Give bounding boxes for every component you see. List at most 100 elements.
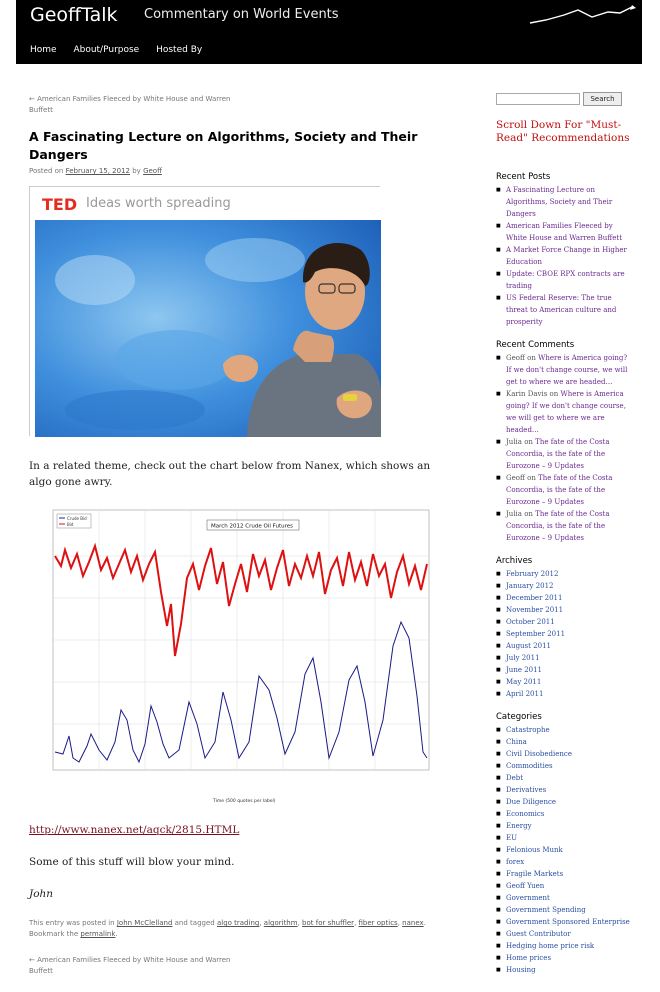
category-item-link[interactable]: Catastrophe: [506, 726, 550, 734]
tag-link[interactable]: algo trading: [216, 919, 260, 927]
comment-author[interactable]: Julia: [506, 438, 522, 446]
category-item-link[interactable]: Home prices: [506, 954, 552, 962]
category-item-link[interactable]: forex: [506, 858, 525, 866]
recent-post-item-link[interactable]: A Fascinating Lecture on Algorithms, Soc…: [506, 186, 613, 218]
nav-hosted-by[interactable]: Hosted By: [156, 45, 203, 55]
search-input[interactable]: [496, 93, 580, 105]
tag-link[interactable]: fiber optics: [358, 919, 398, 927]
site-title[interactable]: GeoffTalk: [30, 4, 118, 26]
recent-posts-title: Recent Posts: [496, 172, 551, 182]
category-item: Due Diligence: [496, 796, 630, 808]
category-item: Housing: [496, 964, 630, 976]
previous-post-link-bottom[interactable]: ← American Families Fleeced by White Hou…: [29, 956, 231, 975]
archive-item-link[interactable]: July 2011: [506, 654, 540, 662]
recent-comment-item: Julia on The fate of the Costa Concordia…: [496, 436, 630, 472]
archive-item-link[interactable]: February 2012: [506, 570, 559, 578]
comment-author[interactable]: Karin Davis: [506, 390, 548, 398]
category-item-link[interactable]: Debt: [506, 774, 524, 782]
nanex-link[interactable]: http://www.nanex.net/aqck/2815.HTML: [29, 824, 240, 836]
meta-prefix: Posted on: [29, 167, 64, 175]
speaker-photo: [35, 220, 381, 437]
category-item: Hedging home price risk: [496, 940, 630, 952]
site-description: Commentary on World Events: [144, 7, 339, 22]
utility-category-link[interactable]: John McClelland: [116, 919, 173, 927]
comment-post-link[interactable]: The fate of the Costa Concordia, is the …: [506, 510, 610, 542]
entry-utility: This entry was posted in John McClelland…: [29, 919, 426, 938]
nav-home[interactable]: Home: [30, 45, 57, 55]
main-nav: Home About/Purpose Hosted By: [30, 45, 216, 55]
category-item-link[interactable]: Hedging home price risk: [506, 942, 595, 950]
recent-post-item: US Federal Reserve: The true threat to A…: [496, 292, 630, 328]
category-item-link[interactable]: Housing: [506, 966, 536, 974]
archive-item-link[interactable]: December 2011: [506, 594, 563, 602]
archive-item-link[interactable]: September 2011: [506, 630, 566, 638]
category-item-link[interactable]: Government Sponsored Enterprise: [506, 918, 630, 926]
recent-post-item-link[interactable]: US Federal Reserve: The true threat to A…: [506, 294, 617, 326]
comment-author[interactable]: Geoff: [506, 354, 525, 362]
post-title[interactable]: A Fascinating Lecture on Algorithms, Soc…: [29, 129, 418, 162]
category-item-link[interactable]: Fragile Markets: [506, 870, 564, 878]
tag-link[interactable]: nanex: [402, 919, 424, 927]
comment-author[interactable]: Geoff: [506, 474, 525, 482]
category-item: Economics: [496, 808, 630, 820]
comment-on: on: [527, 474, 536, 482]
archive-item: April 2011: [496, 688, 630, 700]
archive-item-link[interactable]: October 2011: [506, 618, 555, 626]
recent-post-item: American Families Fleeced by White House…: [496, 220, 630, 244]
recent-post-item: A Fascinating Lecture on Algorithms, Soc…: [496, 184, 630, 220]
recent-post-item-link[interactable]: American Families Fleeced by White House…: [506, 222, 623, 242]
utility-prefix: This entry was posted in: [29, 919, 115, 927]
recent-posts-list: A Fascinating Lecture on Algorithms, Soc…: [496, 184, 630, 328]
archive-item-link[interactable]: August 2011: [506, 642, 551, 650]
archive-item-link[interactable]: November 2011: [506, 606, 564, 614]
category-item-link[interactable]: Due Diligence: [506, 798, 557, 806]
previous-post-link[interactable]: ← American Families Fleeced by White Hou…: [29, 95, 231, 114]
category-item: Fragile Markets: [496, 868, 630, 880]
comment-on: on: [524, 438, 533, 446]
category-item-link[interactable]: Guest Contributor: [506, 930, 571, 938]
archive-item-link[interactable]: May 2011: [506, 678, 542, 686]
archive-item-link[interactable]: June 2011: [506, 666, 543, 674]
category-item: Geoff Yuen: [496, 880, 630, 892]
category-item-link[interactable]: Geoff Yuen: [506, 882, 545, 890]
category-item-link[interactable]: Energy: [506, 822, 532, 830]
post-author-link[interactable]: Geoff: [143, 167, 162, 175]
search-button[interactable]: Search: [583, 92, 622, 106]
category-item-link[interactable]: Civil Disobedience: [506, 750, 572, 758]
chart-legend-1: Crude Bid: [67, 516, 87, 521]
category-item: Derivatives: [496, 784, 630, 796]
category-item-link[interactable]: Economics: [506, 810, 545, 818]
archive-item-link[interactable]: January 2012: [506, 582, 554, 590]
category-item: Guest Contributor: [496, 928, 630, 940]
comment-post-link[interactable]: Where is America going? If we don't chan…: [506, 354, 628, 386]
recent-post-item-link[interactable]: A Market Force Change in Higher Educatio…: [506, 246, 627, 266]
recent-post-item-link[interactable]: Update: CBOE RPX contracts are trading: [506, 270, 625, 290]
archive-item: November 2011: [496, 604, 630, 616]
category-item-link[interactable]: Government: [506, 894, 550, 902]
comment-post-link[interactable]: Where is America going? If we don't chan…: [506, 390, 626, 434]
category-item-link[interactable]: EU: [506, 834, 518, 842]
recent-comment-item: Geoff on The fate of the Costa Concordia…: [496, 472, 630, 508]
comment-post-link[interactable]: The fate of the Costa Concordia, is the …: [506, 474, 613, 506]
archive-item-link[interactable]: April 2011: [506, 690, 544, 698]
archive-item: July 2011: [496, 652, 630, 664]
category-item-link[interactable]: Derivatives: [506, 786, 547, 794]
post-date-link[interactable]: February 15, 2012: [65, 167, 130, 175]
category-item-link[interactable]: Felonious Munk: [506, 846, 563, 854]
post-paragraph: In a related theme, check out the chart …: [29, 460, 431, 488]
comment-post-link[interactable]: The fate of the Costa Concordia, is the …: [506, 438, 610, 470]
archive-item: September 2011: [496, 628, 630, 640]
comment-author[interactable]: Julia: [506, 510, 522, 518]
nanex-chart-image: Crude Bid Bid March 2012 Crude Oil Futur…: [29, 506, 457, 808]
nav-about-purpose[interactable]: About/Purpose: [73, 45, 140, 55]
permalink-link[interactable]: permalink: [80, 930, 116, 938]
category-item: Commodities: [496, 760, 630, 772]
category-item-link[interactable]: Commodities: [506, 762, 553, 770]
chart-xlabel: Time (500 quotes per label): [212, 798, 276, 804]
tag-link[interactable]: bot for shuffler: [302, 919, 355, 927]
category-item-link[interactable]: China: [506, 738, 527, 746]
recent-post-item: Update: CBOE RPX contracts are trading: [496, 268, 630, 292]
tag-link[interactable]: algorithm: [263, 919, 298, 927]
category-item-link[interactable]: Government Spending: [506, 906, 586, 914]
ted-video-embed[interactable]: TED Ideas worth spreading: [29, 186, 381, 437]
